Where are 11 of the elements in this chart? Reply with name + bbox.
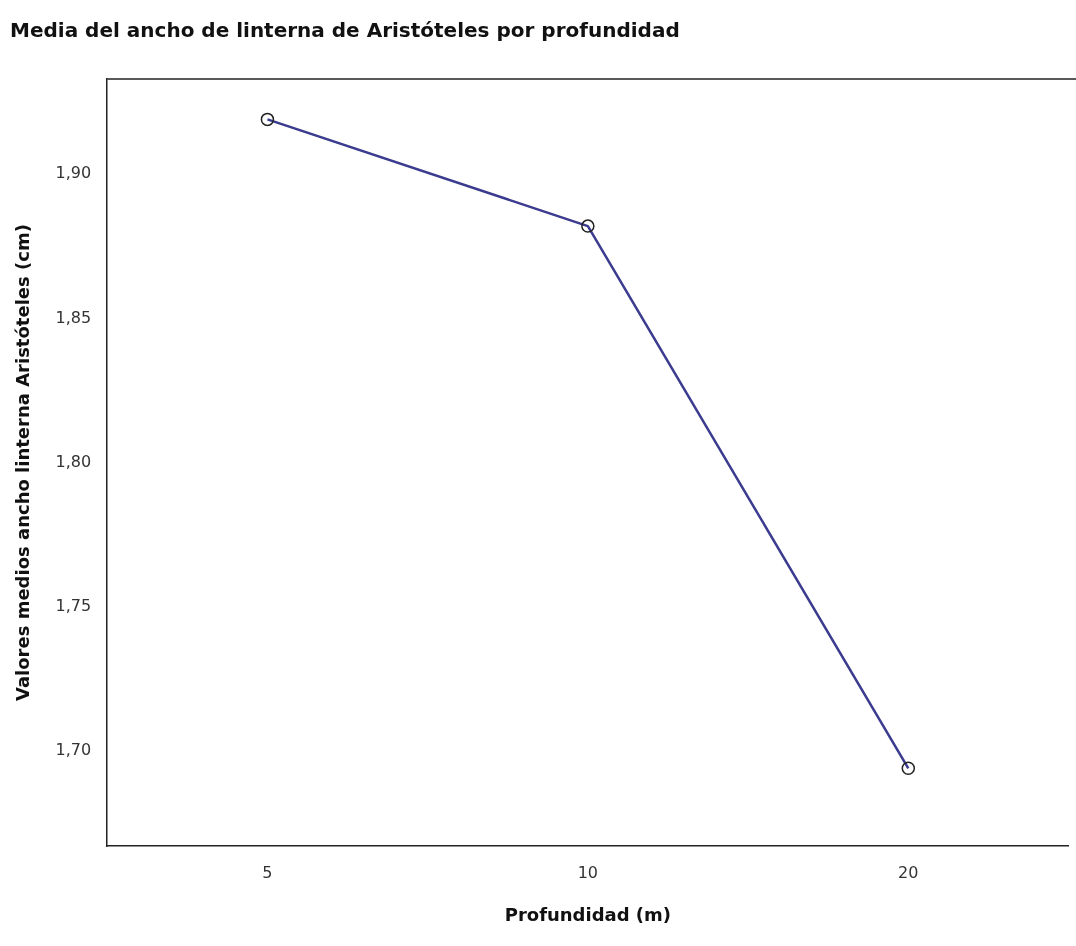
y-tick-label: 1,85 (55, 307, 92, 327)
chart-title: Media del ancho de linterna de Aristóteles por profundidad (10, 18, 680, 43)
y-tick-label: 1,80 (55, 451, 92, 471)
y-tick-label: 1,75 (55, 595, 92, 615)
x-tick-label: 20 (898, 862, 919, 882)
y-axis-title: Valores medios ancho linterna Aristóteles (cm) (12, 224, 34, 702)
y-tick-label: 1,70 (55, 740, 92, 760)
x-axis-title: Profundidad (m) (504, 903, 672, 925)
y-tick-label: 1,90 (55, 163, 92, 183)
x-tick-label: 10 (577, 862, 599, 882)
x-tick-label: 5 (262, 862, 273, 882)
